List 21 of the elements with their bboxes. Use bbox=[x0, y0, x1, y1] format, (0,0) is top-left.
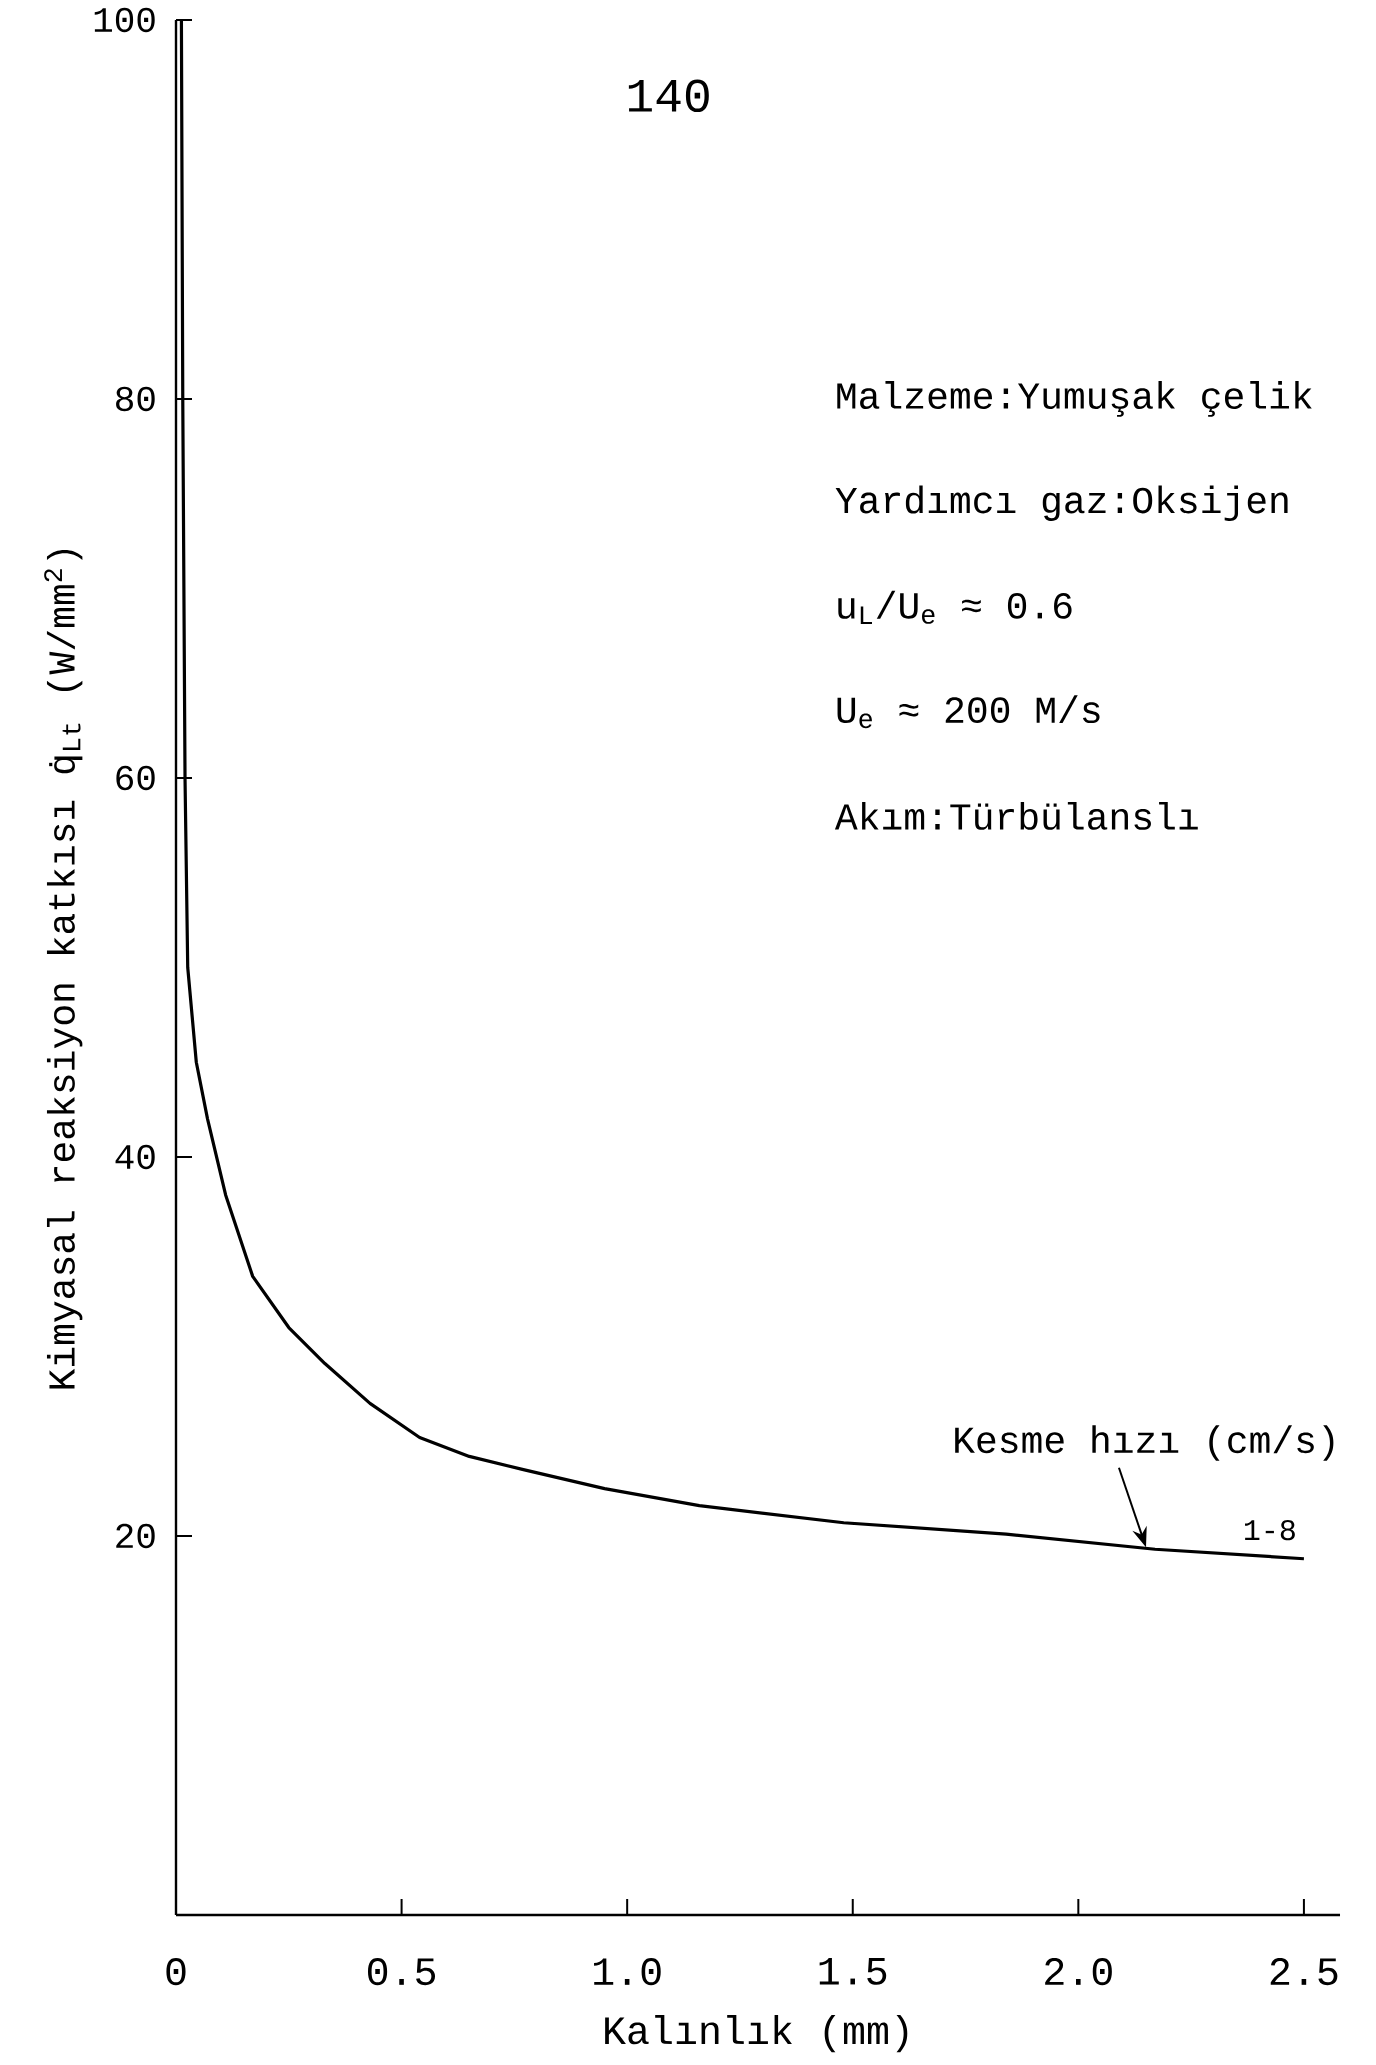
x-tick-label: 2.5 bbox=[1270, 1958, 1338, 1986]
x-tick-label: 1.0 bbox=[594, 1958, 661, 1986]
annotation: u$_{L}$/U$_{e}$ ≈ 0.6 bbox=[838, 590, 1072, 624]
x-tick-label: 2.0 bbox=[1045, 1958, 1112, 1986]
y-tick-label: 40 bbox=[115, 1144, 155, 1170]
annotation: Yardımcı gaz:Oksijen bbox=[835, 485, 1288, 521]
annotation: Kesme hızı (cm/s) bbox=[955, 1425, 1334, 1461]
annotation: Akım:Türbülanslı bbox=[834, 801, 1198, 830]
annotation: 140 bbox=[628, 79, 709, 113]
y-tick-label: 20 bbox=[116, 1523, 155, 1549]
y-tick-label: 80 bbox=[116, 386, 155, 412]
x-tick-label: 0 bbox=[166, 1958, 186, 1986]
annotation: 1-8 bbox=[1245, 1519, 1295, 1541]
annotation: U$_{e}$ ≈ 200 M/s bbox=[837, 695, 1100, 729]
x-tick-label: 1.5 bbox=[819, 1958, 887, 1985]
x-axis-title: Kalınlık (mm) bbox=[605, 2014, 908, 2053]
y-tick-label: 60 bbox=[116, 765, 155, 791]
text: Kimyasal reaksiyon katkısı q̇$_{Lt}$ (W/mm$^{2}$) bbox=[44, 549, 83, 1389]
annotation: Malzeme:Yumuşak çelik bbox=[837, 381, 1312, 417]
y-tick-label: 100 bbox=[94, 7, 155, 33]
x-tick-label: 0.5 bbox=[367, 1958, 436, 1986]
